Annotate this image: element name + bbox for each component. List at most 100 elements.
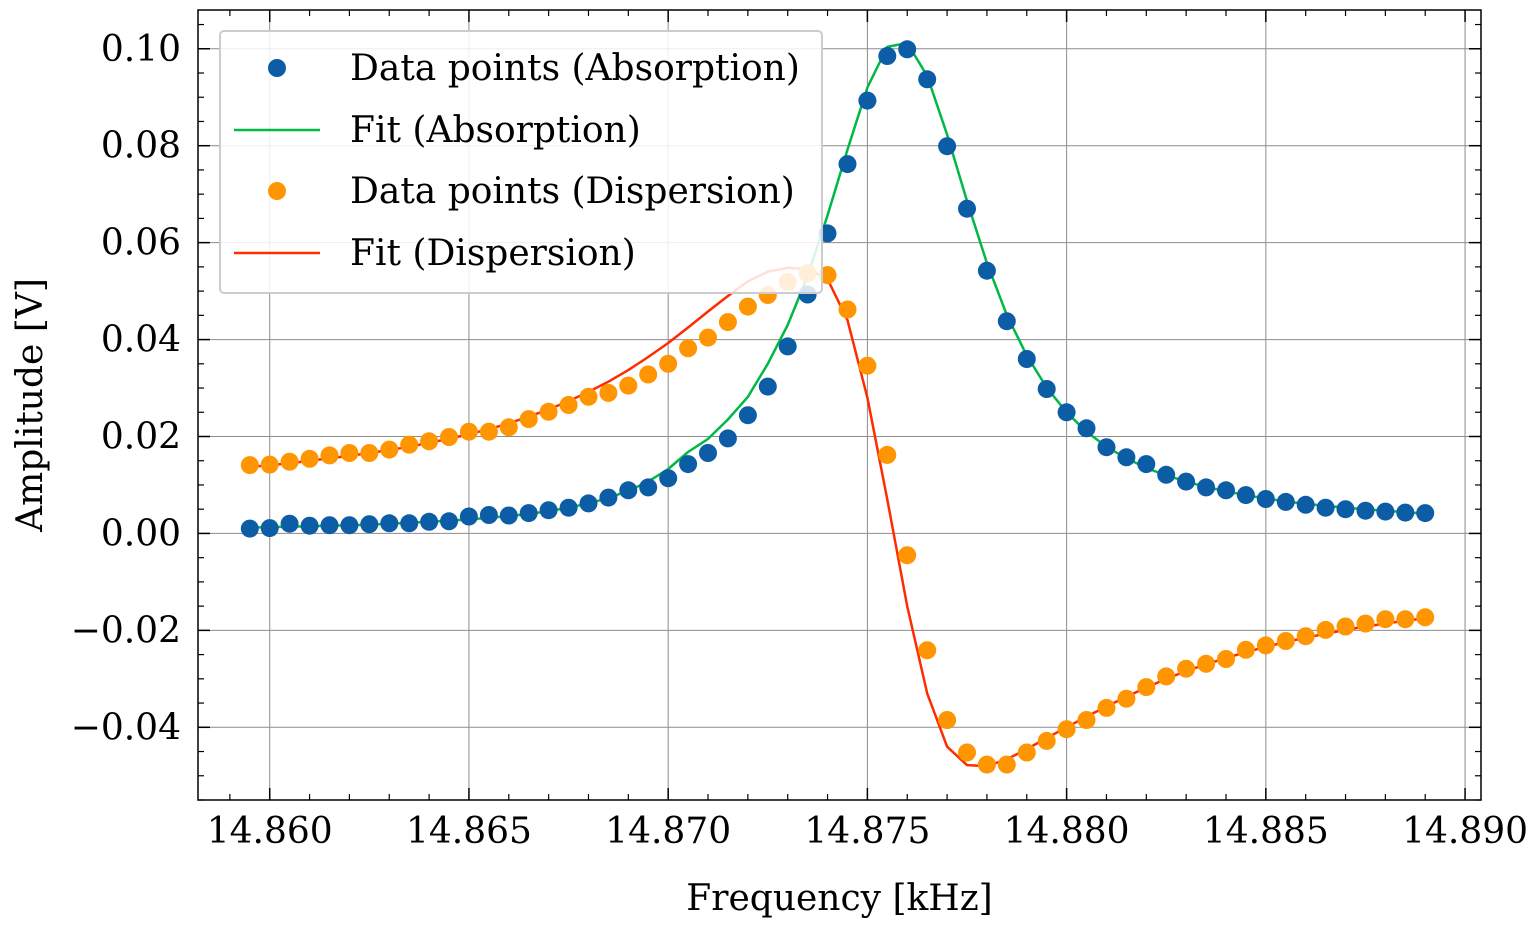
data-point	[1217, 650, 1235, 668]
data-point	[320, 516, 339, 535]
data-point	[738, 406, 757, 425]
data-point	[1097, 698, 1116, 717]
data-point	[1177, 659, 1196, 678]
data-point	[300, 516, 319, 535]
data-point	[479, 506, 498, 524]
data-point	[280, 452, 299, 471]
data-point	[1137, 678, 1156, 697]
legend-entry-dispersion-data: Data points (Dispersion)	[268, 171, 795, 212]
legend-label: Data points (Dispersion)	[350, 171, 795, 212]
data-point	[1017, 350, 1036, 368]
data-point	[878, 445, 897, 464]
legend-entry-dispersion-fit: Fit (Dispersion)	[234, 233, 636, 274]
data-point	[1236, 640, 1255, 659]
data-point	[977, 755, 996, 774]
data-point	[579, 387, 598, 406]
data-point	[938, 711, 957, 729]
data-point	[977, 261, 996, 280]
y-tick-label: 0.00	[101, 513, 181, 554]
data-point	[659, 354, 678, 373]
data-point	[459, 507, 478, 526]
data-point	[858, 356, 877, 375]
data-point	[718, 429, 737, 448]
data-point	[1037, 380, 1056, 398]
plot-series	[240, 40, 1435, 774]
x-tick-label: 14.885	[1203, 811, 1329, 852]
data-point	[260, 519, 279, 538]
data-point	[360, 444, 379, 462]
data-point	[1177, 472, 1196, 491]
data-point	[878, 47, 897, 65]
data-point	[918, 641, 937, 660]
data-point	[280, 514, 299, 533]
data-point	[1157, 667, 1176, 686]
legend-label: Fit (Dispersion)	[350, 233, 636, 274]
data-point	[639, 478, 658, 497]
data-point	[1077, 711, 1096, 729]
data-point	[1316, 498, 1335, 517]
y-tick-label: 0.02	[101, 417, 181, 458]
data-point	[1356, 614, 1375, 633]
data-point	[559, 498, 578, 517]
data-point	[519, 410, 538, 429]
data-point	[340, 516, 359, 535]
data-point	[958, 199, 976, 218]
data-point	[1356, 501, 1375, 520]
data-point	[1256, 636, 1275, 655]
data-point	[997, 755, 1016, 774]
data-point	[300, 449, 319, 468]
x-tick-label: 14.880	[1004, 811, 1130, 852]
data-point	[1276, 632, 1295, 650]
data-point	[559, 396, 578, 414]
data-point	[1316, 620, 1335, 639]
legend-label: Fit (Absorption)	[350, 110, 641, 151]
data-point	[1336, 617, 1355, 636]
data-point	[778, 337, 797, 356]
data-point	[1217, 481, 1235, 500]
data-point	[1296, 627, 1315, 646]
axis-ticks	[198, 10, 1481, 801]
data-point	[1336, 500, 1355, 519]
data-point	[699, 444, 717, 462]
data-point	[499, 506, 518, 525]
data-point	[619, 376, 638, 395]
data-point	[838, 155, 857, 174]
y-tick-label: −0.04	[71, 707, 181, 748]
data-point	[1197, 478, 1216, 497]
data-point	[420, 432, 439, 451]
data-point	[1137, 455, 1156, 474]
marker-group	[240, 40, 1435, 538]
data-point	[440, 512, 458, 531]
data-point	[519, 504, 538, 523]
data-point	[699, 328, 717, 347]
data-point	[360, 515, 379, 534]
data-point	[539, 402, 558, 421]
data-point	[679, 455, 698, 474]
x-tick-label: 14.870	[605, 811, 731, 852]
data-point	[898, 546, 917, 565]
data-point	[320, 446, 339, 465]
x-tick-label: 14.865	[406, 811, 532, 852]
data-point	[1017, 743, 1036, 762]
x-tick-label: 14.860	[207, 811, 333, 852]
x-axis-title: Frequency [kHz]	[686, 878, 992, 919]
data-point	[1396, 610, 1415, 629]
data-point	[260, 455, 279, 474]
data-point	[1416, 504, 1435, 523]
data-point	[1396, 503, 1415, 522]
data-point	[1117, 689, 1136, 708]
data-point	[679, 339, 698, 358]
legend-box	[219, 30, 823, 294]
data-point	[579, 494, 598, 513]
y-tick-label: 0.04	[101, 320, 181, 361]
data-point	[958, 743, 976, 762]
data-point	[599, 383, 618, 402]
data-point	[1037, 731, 1056, 750]
data-point	[1157, 465, 1176, 484]
legend-swatch-marker	[268, 182, 286, 200]
legend-label: Data points (Absorption)	[350, 48, 800, 89]
data-point	[1236, 486, 1255, 505]
data-point	[1296, 495, 1315, 514]
data-point	[599, 488, 618, 507]
